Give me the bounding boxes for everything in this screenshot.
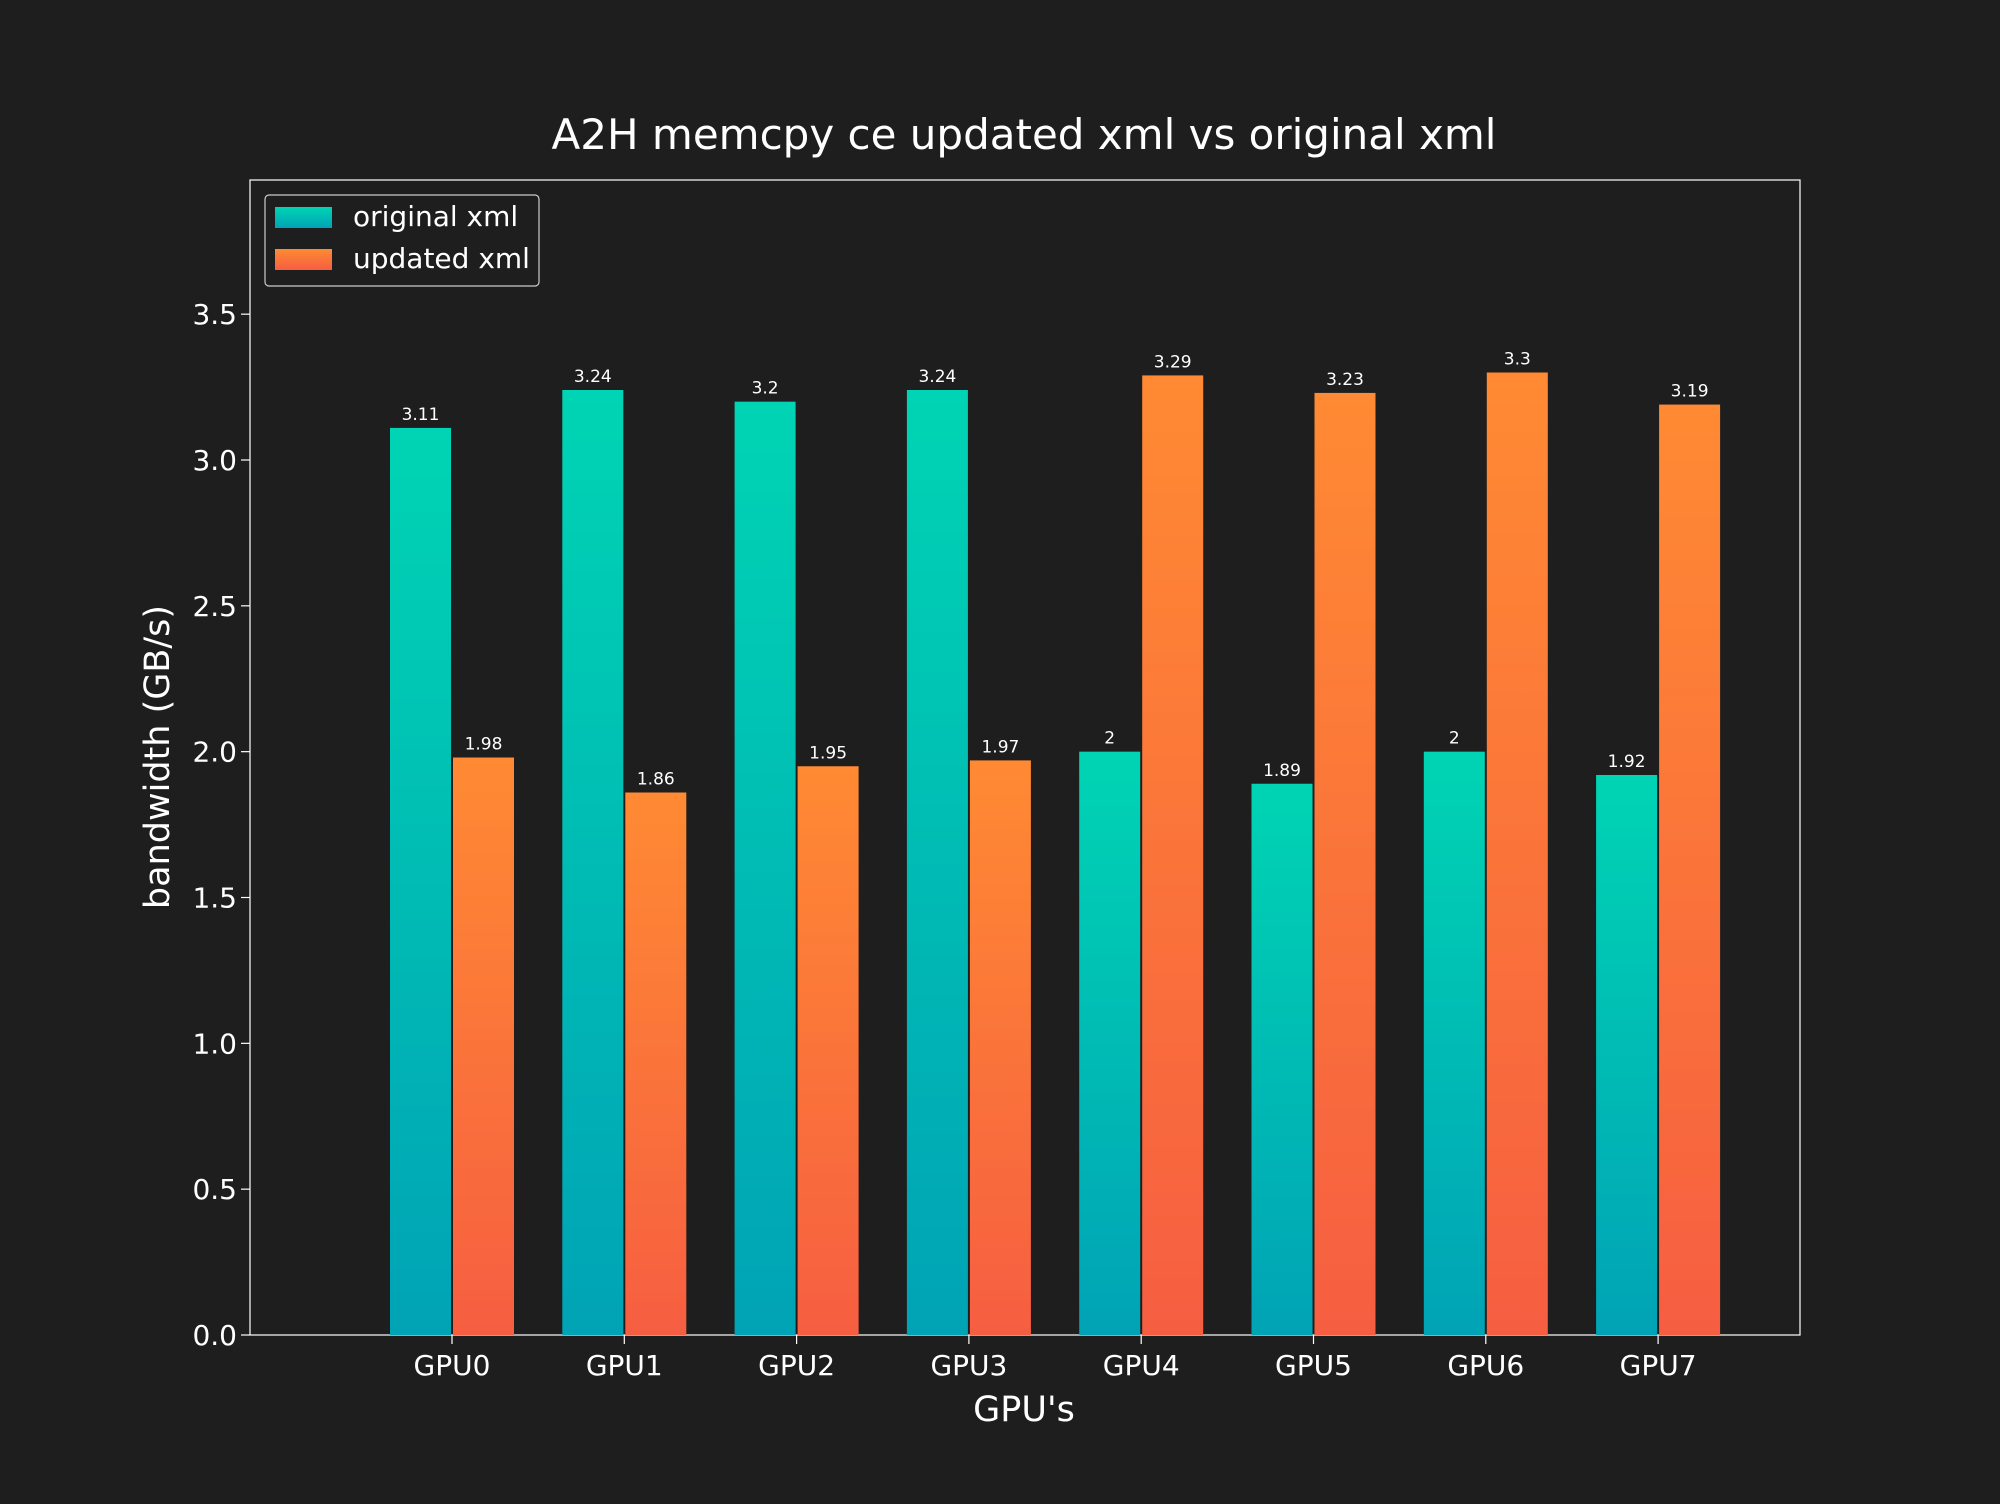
bar-updated-gpu3 bbox=[969, 760, 1031, 1335]
x-tick-label: GPU4 bbox=[1103, 1349, 1180, 1382]
bar-value-label: 3.2 bbox=[752, 379, 779, 399]
x-tick-label: GPU2 bbox=[758, 1349, 835, 1382]
bar-value-label: 1.89 bbox=[1263, 761, 1301, 781]
bar-original-gpu3 bbox=[906, 390, 968, 1335]
bar-original-gpu7 bbox=[1596, 775, 1658, 1335]
x-tick-label: GPU1 bbox=[586, 1349, 663, 1382]
bar-value-label: 3.24 bbox=[918, 367, 956, 387]
y-axis: 0.0 0.5 1.0 1.5 2.0 2.5 3.0 3.5 bbox=[192, 298, 250, 1352]
x-tick-label: GPU7 bbox=[1620, 1349, 1697, 1382]
y-tick-label: 3.0 bbox=[192, 444, 237, 477]
x-axis: GPU0 GPU1 GPU2 GPU3 GPU4 GPU5 GPU6 GPU7 bbox=[414, 1335, 1697, 1382]
y-tick-label: 0.5 bbox=[192, 1173, 237, 1206]
bars bbox=[390, 372, 1721, 1336]
x-tick-label: GPU5 bbox=[1275, 1349, 1352, 1382]
bar-value-label: 1.92 bbox=[1608, 752, 1646, 772]
bar-value-label: 2 bbox=[1449, 729, 1460, 749]
legend-label: updated xml bbox=[353, 242, 530, 275]
legend-swatch bbox=[275, 249, 332, 270]
bar-original-gpu4 bbox=[1079, 751, 1141, 1335]
bar-value-label: 1.95 bbox=[809, 743, 847, 763]
x-axis-label: GPU's bbox=[973, 1390, 1075, 1430]
bar-value-label: 3.29 bbox=[1154, 352, 1192, 372]
legend-label: original xml bbox=[353, 200, 518, 233]
y-tick-label: 0.0 bbox=[192, 1319, 237, 1352]
bar-original-gpu1 bbox=[562, 390, 624, 1335]
bar-value-label: 3.24 bbox=[574, 367, 612, 387]
bar-original-gpu2 bbox=[734, 401, 796, 1336]
y-tick-label: 2.5 bbox=[192, 590, 237, 623]
bar-value-label: 3.19 bbox=[1671, 382, 1709, 402]
bar-value-label: 2 bbox=[1104, 729, 1115, 749]
y-axis-label: bandwidth (GB/s) bbox=[138, 605, 178, 909]
x-tick-label: GPU3 bbox=[930, 1349, 1007, 1382]
bar-original-gpu6 bbox=[1423, 751, 1485, 1335]
bar-value-label: 1.97 bbox=[981, 737, 1019, 757]
legend-swatch bbox=[275, 207, 332, 228]
y-tick-label: 1.0 bbox=[192, 1027, 237, 1060]
bar-value-label: 1.98 bbox=[465, 735, 503, 755]
bar-updated-gpu7 bbox=[1659, 404, 1721, 1335]
bar-updated-gpu0 bbox=[453, 757, 514, 1335]
bar-value-label: 1.86 bbox=[637, 770, 675, 790]
bar-value-label: 3.3 bbox=[1504, 350, 1531, 370]
bar-updated-gpu6 bbox=[1486, 372, 1548, 1335]
x-tick-label: GPU6 bbox=[1447, 1349, 1524, 1382]
legend: original xml updated xml bbox=[264, 194, 540, 287]
chart-title: A2H memcpy ce updated xml vs original xm… bbox=[552, 110, 1497, 159]
bar-updated-gpu2 bbox=[797, 766, 859, 1335]
bar-value-label: 3.11 bbox=[402, 405, 440, 425]
y-tick-label: 3.5 bbox=[192, 298, 237, 331]
y-tick-label: 2.0 bbox=[192, 736, 237, 769]
bar-original-gpu0 bbox=[390, 427, 451, 1336]
bar-original-gpu5 bbox=[1251, 783, 1313, 1335]
bar-updated-gpu5 bbox=[1314, 392, 1376, 1336]
legend-box bbox=[264, 194, 540, 287]
bar-labels: 3.11 3.24 3.2 3.24 2 1.89 2 1.92 1.98 1.86 1.95 1.9… bbox=[402, 350, 1709, 790]
bar-updated-gpu4 bbox=[1142, 375, 1204, 1336]
y-tick-label: 1.5 bbox=[192, 882, 237, 915]
bar-updated-gpu1 bbox=[625, 792, 687, 1335]
x-tick-label: GPU0 bbox=[414, 1349, 491, 1382]
bar-value-label: 3.23 bbox=[1326, 370, 1364, 390]
